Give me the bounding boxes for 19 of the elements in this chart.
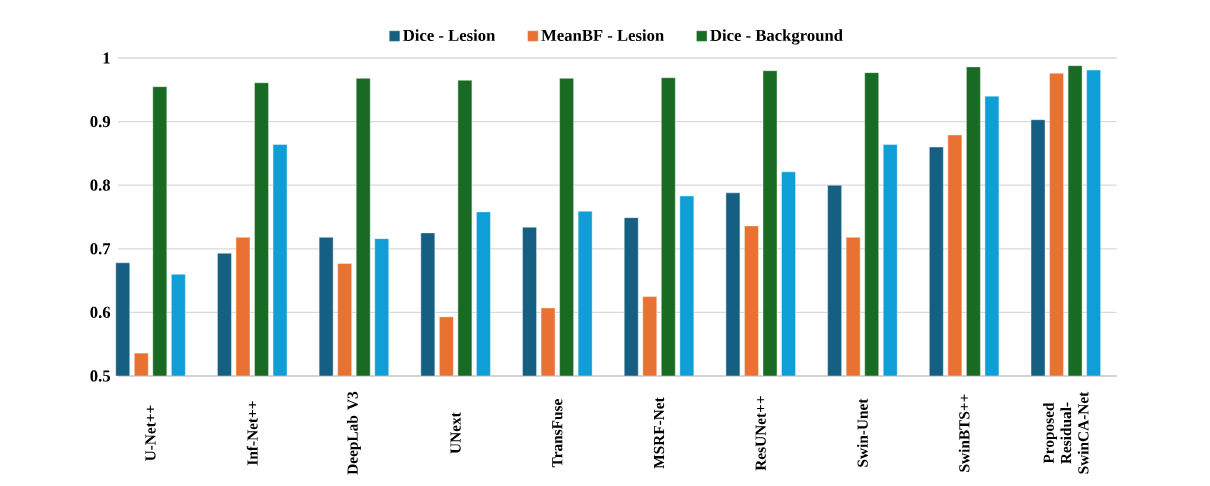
y-tick-label: 0.8: [90, 179, 111, 191]
y-tick-label: 0.9: [90, 115, 111, 128]
x-tick-label: Proposed Residual-SwinCA-Net: [1043, 391, 1089, 474]
legend-label: MeanBF - Lesion: [541, 29, 664, 42]
y-tick-label: 1: [103, 52, 110, 64]
y-tick-label: 0.6: [90, 306, 111, 319]
x-tick-label: TransFuse: [552, 399, 563, 468]
x-tick-label: Swin-Unet: [857, 398, 868, 467]
y-tick-label: 0.7: [90, 243, 111, 255]
legend-label: Dice - Lesion: [403, 29, 496, 42]
x-tick-label: ResUNet++: [755, 396, 766, 471]
x-tick-label: DeepLab V3: [346, 391, 361, 475]
y-tick-label: 0.5: [90, 370, 111, 382]
legend-label: Dice - Background: [710, 29, 843, 45]
x-tick-label: MSRF-Net: [653, 397, 665, 469]
x-tick-label: U-Net++: [145, 405, 156, 462]
x-tick-label: UNext: [450, 412, 461, 454]
x-tick-label: Inf-Net++: [246, 401, 258, 466]
x-tick-label: SwinBTS++: [958, 394, 970, 472]
